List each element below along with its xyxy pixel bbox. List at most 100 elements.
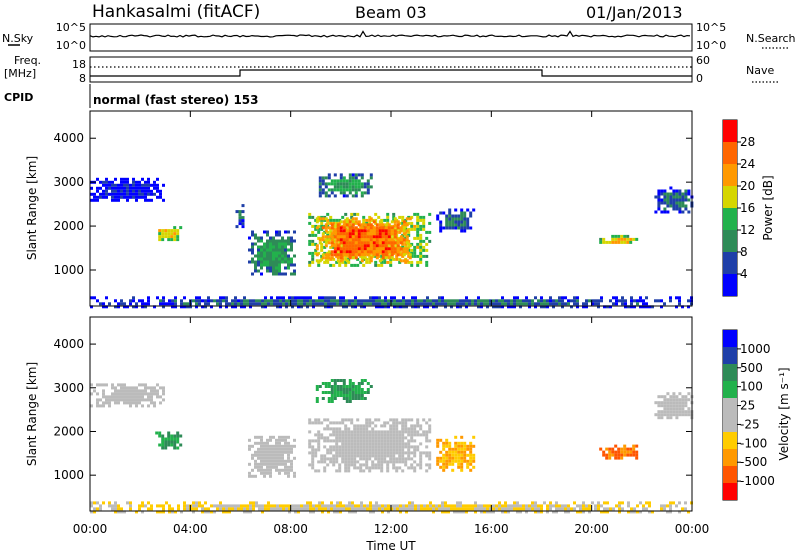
power-cell-r0 — [120, 192, 123, 196]
power-cell-r10 — [264, 299, 267, 303]
velocity-cell-r2 — [254, 441, 257, 445]
power-cell-r5 — [342, 238, 346, 242]
velocity-cell-r8 — [252, 501, 255, 505]
power-cell-r4 — [317, 260, 321, 264]
velocity-cell-r8 — [267, 507, 270, 511]
power-cell-r0 — [114, 183, 117, 187]
power-cell-r1 — [164, 232, 168, 236]
velocity-cell-r3 — [395, 427, 399, 431]
velocity-colorbar-swatch-0 — [723, 483, 737, 500]
velocity-cell-r4 — [333, 382, 337, 385]
power-cell-r3 — [269, 245, 272, 249]
velocity-cell-r8 — [444, 507, 447, 511]
noise-left-tick-bottom: 10^0 — [56, 39, 86, 52]
power-cell-r6 — [318, 179, 322, 183]
velocity-cell-r4 — [318, 385, 322, 388]
power-cell-r7 — [466, 226, 470, 230]
power-cell-r10 — [567, 299, 570, 303]
velocity-cell-r3 — [353, 448, 357, 452]
velocity-cell-r3 — [335, 439, 339, 443]
velocity-cell-r8 — [249, 501, 252, 505]
velocity-cell-r8 — [441, 510, 444, 514]
velocity-cell-r3 — [329, 445, 333, 449]
power-cell-r1 — [170, 238, 174, 242]
velocity-cell-r4 — [354, 385, 358, 388]
power-cell-r10 — [285, 299, 288, 303]
velocity-cell-r3 — [419, 433, 423, 437]
velocity-cell-r8 — [285, 504, 288, 508]
noise-right-tick-top: 10^5 — [696, 21, 726, 34]
velocity-cell-r2 — [281, 435, 284, 439]
velocity-cell-r6 — [629, 453, 633, 457]
power-cell-r9 — [672, 192, 676, 196]
power-cell-r5 — [351, 250, 355, 254]
velocity-cell-r0 — [150, 401, 153, 405]
velocity-cell-r8 — [603, 507, 606, 511]
power-cell-r10 — [462, 299, 465, 303]
velocity-cell-r2 — [284, 444, 287, 448]
velocity-cell-r3 — [407, 451, 411, 455]
velocity-cell-r3 — [401, 454, 405, 458]
power-cell-r4 — [308, 221, 312, 225]
velocity-cell-r8 — [210, 504, 213, 508]
power-cell-r4 — [410, 224, 414, 228]
power-cell-r10 — [300, 296, 303, 300]
velocity-cell-r3 — [413, 469, 417, 473]
noise-right-tick-bottom: 10^0 — [696, 39, 726, 52]
power-cell-r10 — [342, 299, 345, 303]
velocity-cell-r8 — [219, 504, 222, 508]
power-cell-r0 — [150, 198, 153, 202]
velocity-cell-r3 — [365, 457, 369, 461]
velocity-cell-r8 — [261, 510, 264, 514]
power-cell-r4 — [410, 221, 414, 225]
power-cell-r3 — [278, 254, 281, 258]
power-cell-r7 — [454, 217, 458, 221]
power-cell-r3 — [260, 260, 263, 264]
power-cell-r5 — [324, 238, 328, 242]
power-cell-r6 — [354, 176, 358, 180]
power-cell-r10 — [333, 299, 336, 303]
power-cell-r4 — [425, 260, 429, 264]
velocity-cell-r4 — [351, 391, 355, 394]
power-cell-r10 — [237, 302, 240, 306]
power-cell-r10 — [105, 305, 108, 309]
velocity-cell-r5 — [445, 459, 449, 463]
velocity-cell-r8 — [393, 504, 396, 508]
velocity-cell-r8 — [324, 504, 327, 508]
power-cell-r0 — [93, 195, 96, 199]
power-cell-r4 — [377, 263, 381, 267]
power-cell-r10 — [471, 302, 474, 306]
power-cell-r10 — [534, 305, 537, 309]
power-cell-r10 — [564, 296, 567, 300]
power-cell-r5 — [405, 250, 409, 254]
power-cell-r10 — [651, 305, 654, 309]
power-cell-r5 — [369, 244, 373, 248]
power-cell-r5 — [336, 238, 340, 242]
velocity-cell-r3 — [308, 439, 312, 443]
power-cell-r4 — [413, 251, 417, 255]
power-cell-r6 — [324, 176, 328, 180]
velocity-cell-r3 — [380, 460, 384, 464]
velocity-cell-r0 — [126, 395, 129, 399]
power-cell-r8 — [632, 237, 636, 241]
velocity-cell-r8 — [417, 504, 420, 508]
power-cell-r10 — [342, 305, 345, 309]
velocity-cell-r7 — [663, 413, 667, 417]
velocity-cell-r0 — [108, 401, 111, 405]
velocity-cell-r3 — [410, 445, 414, 449]
velocity-cell-r3 — [392, 418, 396, 422]
power-cell-r10 — [456, 299, 459, 303]
velocity-cell-r3 — [407, 430, 411, 434]
velocity-cell-r8 — [354, 507, 357, 511]
power-cell-r3 — [281, 242, 284, 246]
power-cell-r10 — [423, 299, 426, 303]
velocity-cell-r5 — [466, 459, 470, 463]
power-cell-r0 — [138, 192, 141, 196]
power-cell-r6 — [348, 176, 352, 180]
power-cell-r0 — [135, 189, 138, 193]
velocity-cell-r3 — [368, 430, 372, 434]
power-cell-r5 — [393, 217, 397, 221]
velocity-cell-r3 — [335, 436, 339, 440]
velocity-cell-r3 — [341, 433, 345, 437]
